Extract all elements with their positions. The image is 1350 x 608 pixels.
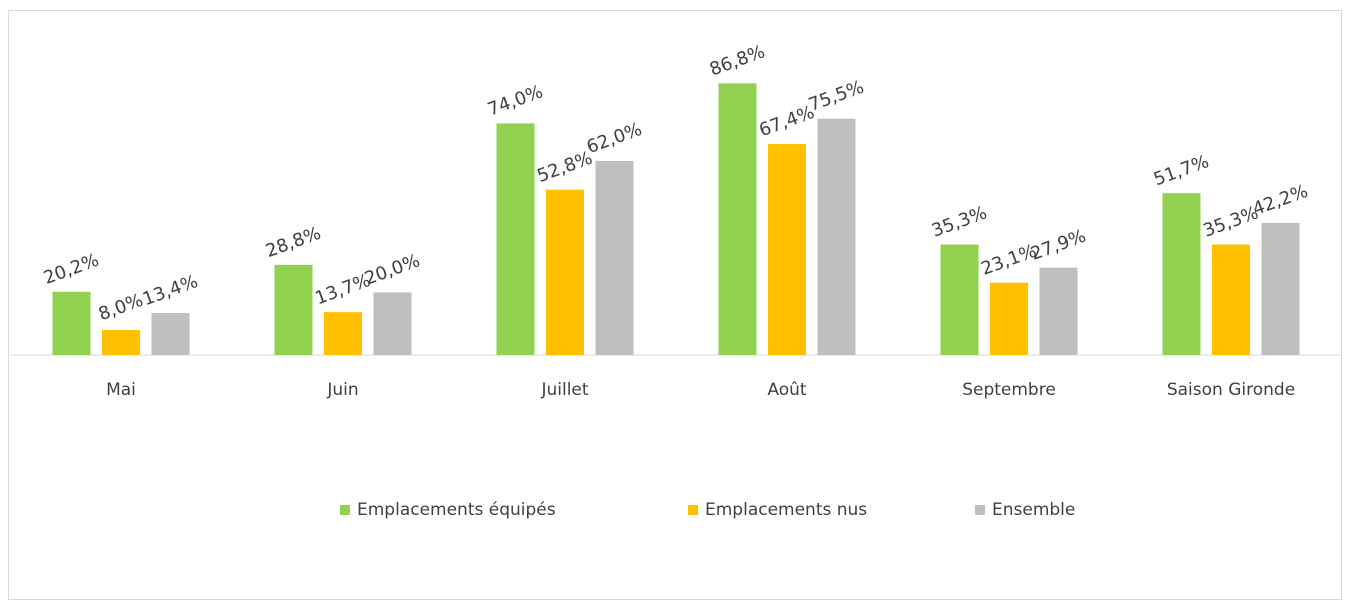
- x-tick-label: Mai: [106, 380, 136, 400]
- bar: [151, 313, 190, 355]
- bar: [817, 118, 856, 355]
- bar: [1162, 193, 1201, 355]
- bar: [546, 189, 584, 355]
- x-tick-label: Août: [767, 380, 807, 400]
- x-tick-label: Saison Gironde: [1167, 380, 1295, 400]
- bar: [274, 264, 313, 355]
- legend-label: Emplacements équipés: [357, 500, 556, 520]
- bar: [324, 312, 362, 355]
- bar: [373, 292, 412, 355]
- bar: [102, 329, 140, 355]
- bar: [1261, 222, 1300, 355]
- bar: [595, 160, 634, 355]
- legend-swatch: [688, 505, 698, 515]
- x-tick-label: Juin: [326, 380, 358, 400]
- bar: [52, 291, 91, 355]
- legend-swatch: [340, 505, 350, 515]
- bar: [768, 144, 806, 355]
- chart-frame: [8, 10, 1342, 600]
- legend-label: Emplacements nus: [705, 500, 867, 520]
- x-tick-label: Juillet: [540, 380, 588, 400]
- bar: [940, 244, 979, 355]
- bar: [718, 83, 757, 355]
- bar: [496, 123, 535, 355]
- legend-swatch: [975, 505, 985, 515]
- bar: [1212, 244, 1250, 355]
- bar: [1039, 267, 1078, 355]
- legend-label: Ensemble: [992, 500, 1075, 520]
- bar: [990, 282, 1028, 355]
- x-tick-label: Septembre: [962, 380, 1056, 400]
